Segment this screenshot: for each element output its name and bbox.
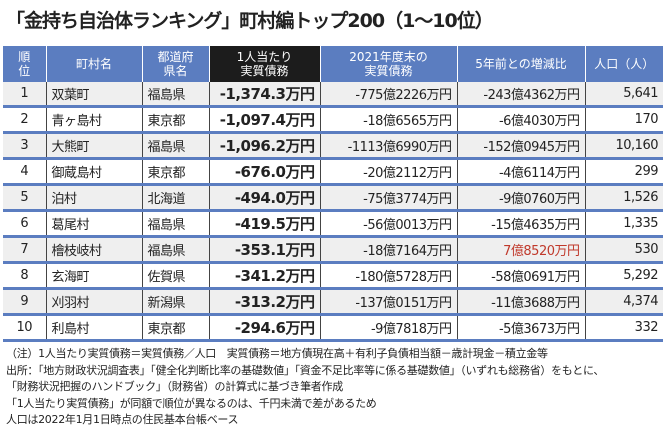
header-name: 町村名 <box>45 46 142 82</box>
cell-debt: -20億2112万円 <box>319 158 457 186</box>
cell-debt: -137億0151万円 <box>319 288 457 316</box>
cell-pop: 4,374 <box>584 288 663 316</box>
cell-per-capita: -494.0万円 <box>208 184 320 212</box>
cell-pop: 5,641 <box>584 82 663 108</box>
header-change: 5年前との増減比 <box>456 46 585 82</box>
note: 出所：「地方財政状況調査表」「健全化判断比率の基礎数値」「資金不足比率等に係る基… <box>6 363 605 377</box>
cell-rank: 9 <box>3 288 46 316</box>
table-row: 4 御蔵島村 東京都 -676.0万円 -20億2112万円 -4億6114万円 299 <box>3 158 663 186</box>
cell-rank: 4 <box>3 158 46 186</box>
cell-pop: 299 <box>584 158 663 186</box>
table-row: 5 泊村 北海道 -494.0万円 -75億3774万円 -9億0760万円 1,526 <box>3 184 663 212</box>
cell-per-capita: -1,096.2万円 <box>208 132 320 160</box>
page-title: 「金持ち自治体ランキング」町村編トップ200（1〜10位） <box>6 10 494 32</box>
cell-rank: 1 <box>3 82 46 108</box>
header-per-capita: 1人当たり実質債務 <box>208 46 320 82</box>
cell-pref: 福島県 <box>141 210 209 238</box>
cell-per-capita: -294.6万円 <box>208 314 320 342</box>
cell-per-capita: -353.1万円 <box>208 236 320 264</box>
cell-name: 大熊町 <box>45 132 142 160</box>
cell-rank: 7 <box>3 236 46 264</box>
cell-pref: 北海道 <box>141 184 209 212</box>
cell-rank: 3 <box>3 132 46 160</box>
table-row: 2 青ヶ島村 東京都 -1,097.4万円 -18億6565万円 -6億4030万円 170 <box>3 106 663 134</box>
cell-pref: 福島県 <box>141 132 209 160</box>
cell-debt: -18億7164万円 <box>319 236 457 264</box>
cell-change: 7億8520万円 <box>456 236 585 264</box>
cell-rank: 5 <box>3 184 46 212</box>
cell-per-capita: -1,097.4万円 <box>208 106 320 134</box>
cell-name: 利島村 <box>45 314 142 342</box>
table-row: 7 檜枝岐村 福島県 -353.1万円 -18億7164万円 7億8520万円 530 <box>3 236 663 264</box>
table-row: 3 大熊町 福島県 -1,096.2万円 -1113億6990万円 -152億0945万円… <box>3 132 663 160</box>
cell-debt: -18億6565万円 <box>319 106 457 134</box>
cell-pop: 1,526 <box>584 184 663 212</box>
cell-name: 刈羽村 <box>45 288 142 316</box>
table-row: 1 双葉町 福島県 -1,374.3万円 -775億2226万円 -243億4362万円 5… <box>3 82 663 108</box>
header-debt: 2021年度末の実質債務 <box>319 46 457 82</box>
cell-change: -152億0945万円 <box>456 132 585 160</box>
cell-pref: 東京都 <box>141 106 209 134</box>
cell-pref: 新潟県 <box>141 288 209 316</box>
header-rank: 順位 <box>3 46 46 82</box>
cell-change: -15億4635万円 <box>456 210 585 238</box>
cell-change: -5億3673万円 <box>456 314 585 342</box>
cell-rank: 2 <box>3 106 46 134</box>
header-pref: 都道府県名 <box>141 46 209 82</box>
header-pop: 人口（人） <box>584 46 663 82</box>
cell-debt: -180億5728万円 <box>319 262 457 290</box>
note: 人口は2022年1月1日時点の住民基本台帳ベース <box>6 413 239 426</box>
cell-debt: -1113億6990万円 <box>319 132 457 160</box>
cell-pop: 530 <box>584 236 663 264</box>
cell-name: 葛尾村 <box>45 210 142 238</box>
table-row: 9 刈羽村 新潟県 -313.2万円 -137億0151万円 -11億3688万円 4,37… <box>3 288 663 316</box>
cell-debt: -56億0013万円 <box>319 210 457 238</box>
cell-pop: 170 <box>584 106 663 134</box>
cell-name: 双葉町 <box>45 82 142 108</box>
cell-debt: -75億3774万円 <box>319 184 457 212</box>
cell-per-capita: -341.2万円 <box>208 262 320 290</box>
cell-change: -9億0760万円 <box>456 184 585 212</box>
cell-pref: 佐賀県 <box>141 262 209 290</box>
cell-pop: 1,335 <box>584 210 663 238</box>
cell-per-capita: -1,374.3万円 <box>208 82 320 108</box>
note: 「財務状況把握のハンドブック」（財務省）の計算式に基づき筆者作成 <box>6 380 343 393</box>
note: （注）1人当たり実質債務＝実質債務／人口 実質債務＝地方債現在高＋有利子負債相当… <box>6 347 548 360</box>
cell-name: 泊村 <box>45 184 142 212</box>
cell-rank: 10 <box>3 314 46 342</box>
cell-pop: 332 <box>584 314 663 342</box>
cell-per-capita: -419.5万円 <box>208 210 320 238</box>
table-row: 8 玄海町 佐賀県 -341.2万円 -180億5728万円 -58億0691万円 5,29… <box>3 262 663 290</box>
cell-debt: -775億2226万円 <box>319 82 457 108</box>
cell-change: -11億3688万円 <box>456 288 585 316</box>
ranking-table: 順位 町村名 都道府県名 1人当たり実質債務 2021年度末の実質債務 5年前と… <box>3 46 663 342</box>
cell-name: 御蔵島村 <box>45 158 142 186</box>
cell-pop: 5,292 <box>584 262 663 290</box>
cell-pref: 福島県 <box>141 82 209 108</box>
cell-per-capita: -676.0万円 <box>208 158 320 186</box>
table-row: 10 利島村 東京都 -294.6万円 -9億7818万円 -5億3673万円 332 <box>3 314 663 342</box>
cell-change: -58億0691万円 <box>456 262 585 290</box>
table-row: 6 葛尾村 福島県 -419.5万円 -56億0013万円 -15億4635万円 1,335 <box>3 210 663 238</box>
cell-rank: 6 <box>3 210 46 238</box>
cell-per-capita: -313.2万円 <box>208 288 320 316</box>
footnotes: （注）1人当たり実質債務＝実質債務／人口 実質債務＝地方債現在高＋有利子負債相当… <box>6 346 604 429</box>
note: 「1人当たり実質債務」が同額で順位が異なるのは、千円未満で差があるため <box>6 396 377 410</box>
cell-pref: 福島県 <box>141 236 209 264</box>
cell-change: -4億6114万円 <box>456 158 585 186</box>
cell-debt: -9億7818万円 <box>319 314 457 342</box>
cell-rank: 8 <box>3 262 46 290</box>
cell-name: 檜枝岐村 <box>45 236 142 264</box>
cell-name: 青ヶ島村 <box>45 106 142 134</box>
cell-pref: 東京都 <box>141 158 209 186</box>
cell-change: -243億4362万円 <box>456 82 585 108</box>
cell-pop: 10,160 <box>584 132 663 160</box>
cell-name: 玄海町 <box>45 262 142 290</box>
cell-change: -6億4030万円 <box>456 106 585 134</box>
cell-pref: 東京都 <box>141 314 209 342</box>
